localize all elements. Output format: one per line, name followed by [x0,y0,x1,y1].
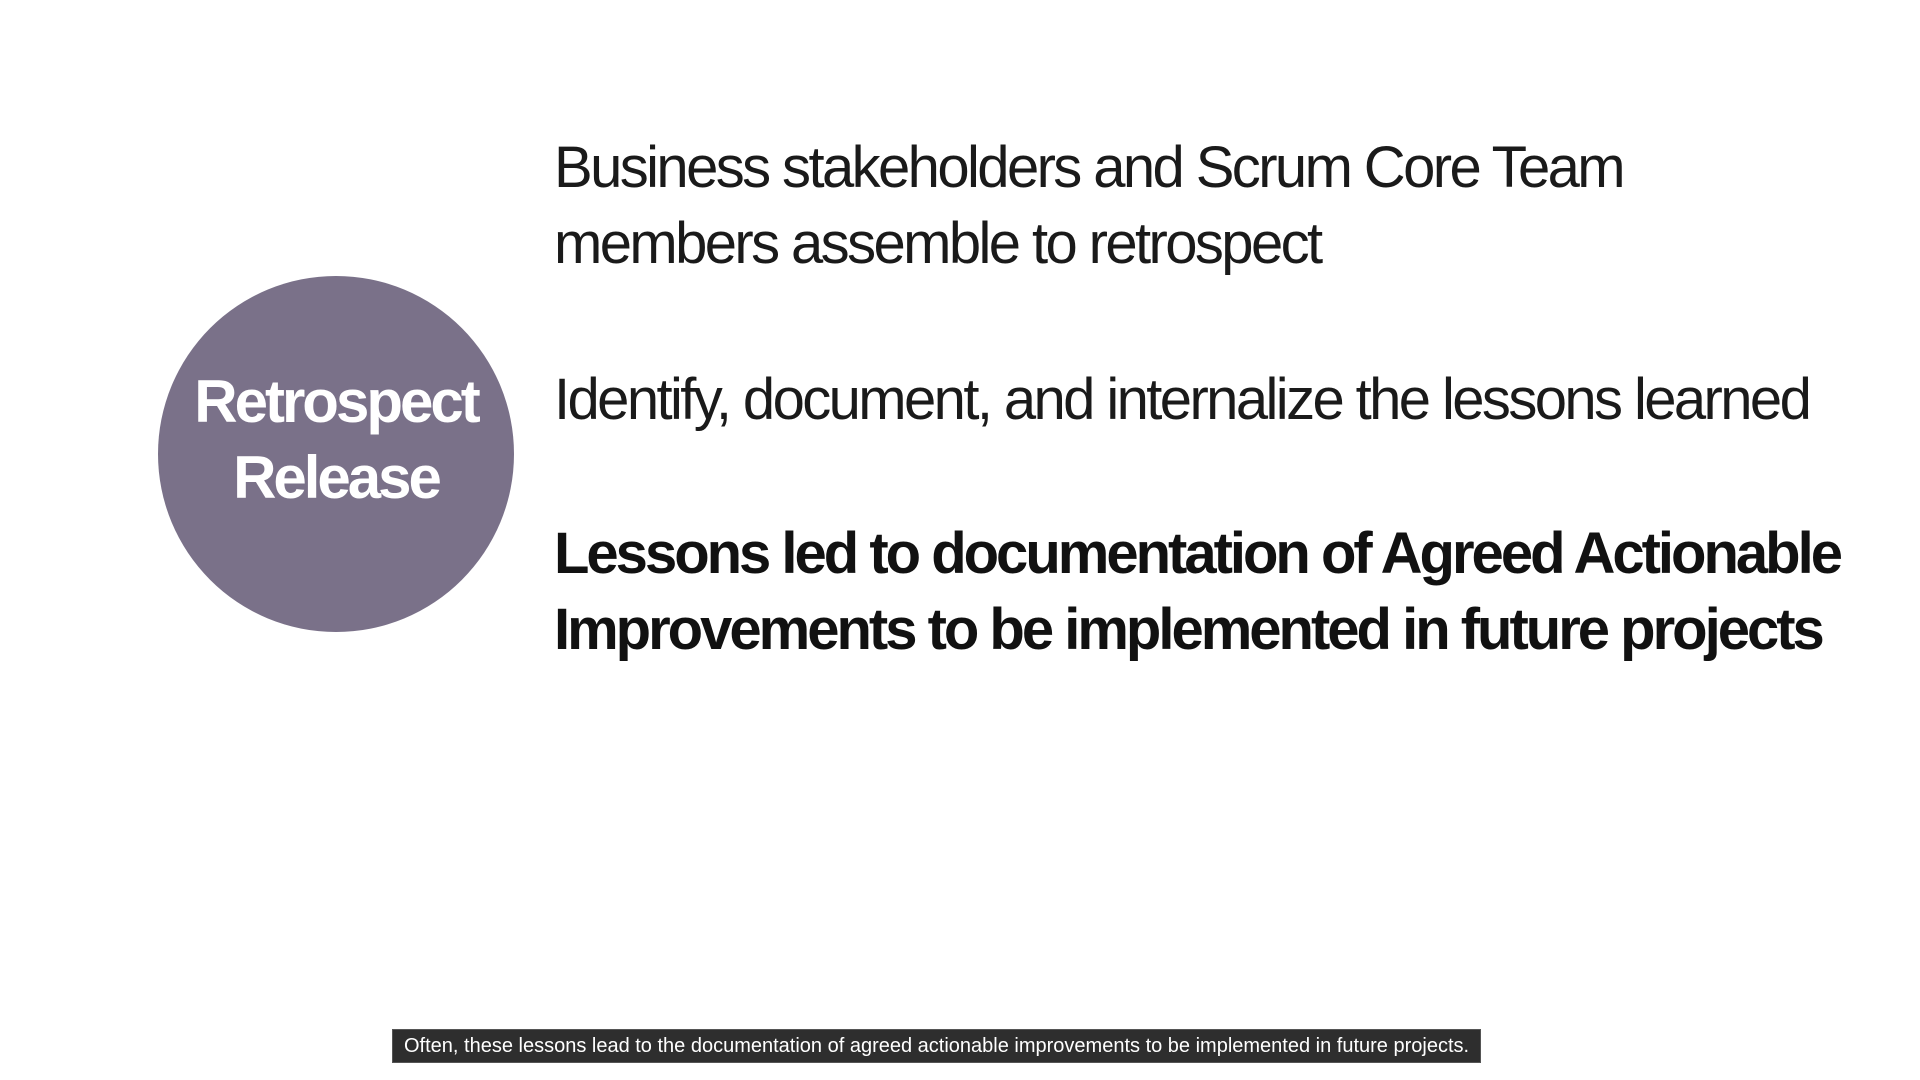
point-1-line-1: Business stakeholders and Scrum Core Tea… [554,135,1626,200]
badge-label-line-1: Retrospect [194,368,480,435]
point-3-line-1: Lessons led to documentation of Agreed A… [554,521,1843,586]
point-3-line-2: Improvements to be implemented in future… [554,597,1825,662]
badge-label-line-2: Release [233,444,442,511]
badge-label: Retrospect Release [194,364,480,516]
retrospect-release-badge: Retrospect Release [158,276,514,632]
point-actionable-improvements: Lessons led to documentation of Agreed A… [554,516,1894,668]
point-stakeholders-assemble: Business stakeholders and Scrum Core Tea… [554,130,1894,282]
point-identify-lessons: Identify, document, and internalize the … [554,362,1894,438]
subtitle-caption: Often, these lessons lead to the documen… [392,1029,1482,1063]
point-2-line-1: Identify, document, and internalize the … [554,367,1812,432]
point-1-line-2: members assemble to retrospect [554,211,1323,276]
